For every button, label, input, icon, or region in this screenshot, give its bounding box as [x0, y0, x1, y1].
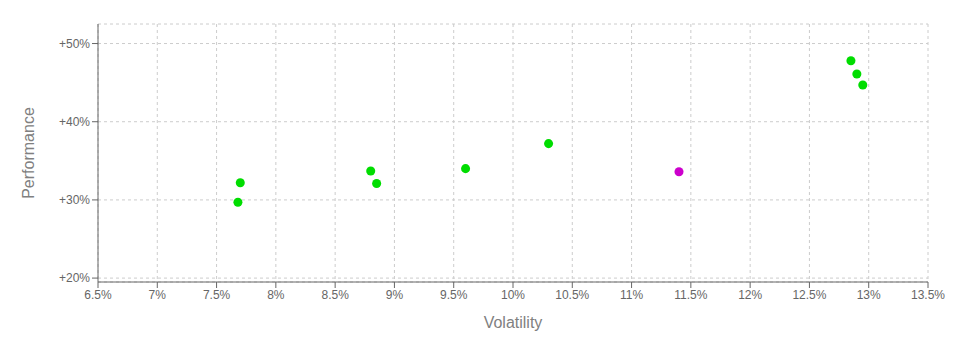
svg-text:+30%: +30%: [59, 193, 90, 207]
svg-text:7%: 7%: [149, 288, 167, 302]
svg-text:10.5%: 10.5%: [555, 288, 589, 302]
svg-text:+50%: +50%: [59, 37, 90, 51]
svg-text:6.5%: 6.5%: [84, 288, 112, 302]
svg-text:+20%: +20%: [59, 271, 90, 285]
svg-text:13%: 13%: [857, 288, 881, 302]
svg-text:12.5%: 12.5%: [792, 288, 826, 302]
svg-text:Volatility: Volatility: [484, 314, 543, 331]
svg-text:9.5%: 9.5%: [440, 288, 468, 302]
svg-text:8.5%: 8.5%: [321, 288, 349, 302]
svg-text:10%: 10%: [501, 288, 525, 302]
svg-text:9%: 9%: [386, 288, 404, 302]
svg-text:13.5%: 13.5%: [911, 288, 945, 302]
svg-text:11%: 11%: [620, 288, 643, 302]
svg-text:+40%: +40%: [59, 115, 90, 129]
svg-text:12%: 12%: [738, 288, 762, 302]
svg-text:8%: 8%: [267, 288, 285, 302]
svg-text:7.5%: 7.5%: [203, 288, 231, 302]
svg-text:11.5%: 11.5%: [674, 288, 707, 302]
svg-text:Performance: Performance: [20, 107, 37, 199]
